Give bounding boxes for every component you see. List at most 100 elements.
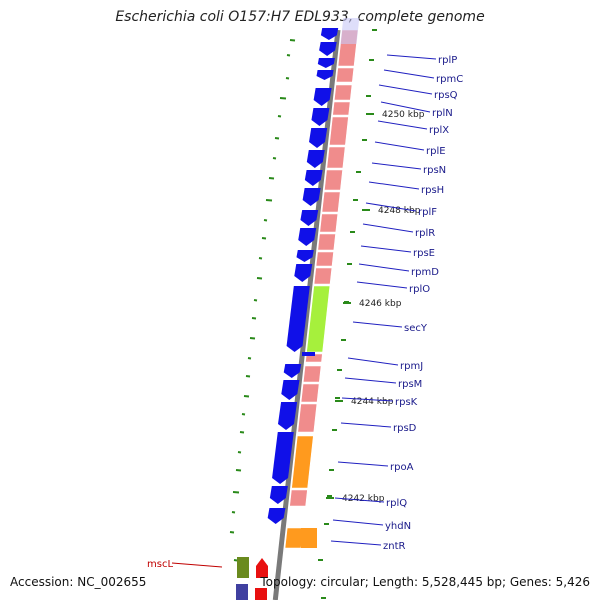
gene-labels: rplP rpmC rpsQ rplN rplX rplE rpsN rpsH rplF rplR… [330, 54, 463, 552]
gc-tick [253, 299, 258, 302]
topology-summary: Topology: circular; Length: 5,528,445 bp… [260, 575, 590, 589]
feature-block [255, 588, 267, 600]
feature-segment [326, 146, 346, 169]
cds-arrow [281, 380, 300, 400]
label-leader [341, 397, 394, 402]
cds-arrow [272, 432, 294, 484]
label-leader [334, 497, 385, 503]
feature-segment [300, 383, 320, 403]
feature-segment [319, 213, 339, 233]
gene-label-secY: secY [404, 323, 428, 334]
feature-segment [335, 67, 355, 83]
gene-label-yhdN: yhdN [385, 521, 411, 532]
gc-tick [274, 137, 280, 140]
label-leader [171, 562, 223, 568]
map-title: Escherichia coli O157:H7 EDL933, complet… [115, 9, 485, 25]
feature-segment [302, 365, 322, 383]
gene-label-rpmJ: rpmJ [400, 361, 423, 372]
cds-arrow [267, 508, 286, 524]
gc-tick [256, 277, 263, 280]
feature-segment [333, 84, 353, 101]
label-leader [371, 162, 422, 170]
feature-segment [297, 403, 318, 433]
cds-arrow [316, 70, 334, 80]
gc-tick [229, 531, 235, 534]
gene-label-mscL: mscL [147, 559, 173, 570]
gc-tick [268, 177, 275, 180]
gc-tick [247, 357, 252, 360]
feature-segment [324, 169, 343, 191]
label-leader [365, 202, 417, 212]
feature-segment [289, 489, 308, 507]
scale-label: 4248 kbp [378, 206, 421, 216]
gene-label-rpsE: rpsE [413, 248, 435, 259]
gene-label-rplP: rplP [438, 55, 457, 66]
feature-block [236, 584, 248, 600]
feature-segment [306, 285, 331, 353]
gc-tick [232, 491, 240, 494]
cds-arrow [320, 28, 339, 40]
scale-label: 4250 kbp [382, 110, 425, 120]
gene-label-rplR: rplR [415, 228, 435, 239]
cds-track [267, 28, 339, 524]
gene-label-rplO: rplO [409, 284, 430, 295]
scale-label: 4242 kbp [342, 494, 385, 504]
cds-arrow [317, 58, 335, 68]
gc-tick [231, 511, 236, 514]
label-leader [378, 84, 433, 95]
cds-arrow [319, 42, 337, 56]
feature-segment [329, 116, 349, 146]
gene-label-zntR: zntR [383, 541, 406, 552]
gene-label-rpsN: rpsN [423, 165, 446, 176]
label-leader [356, 281, 408, 289]
label-leader [330, 540, 382, 546]
feature-track [284, 18, 360, 549]
label-leader [344, 377, 397, 384]
gc-tick [285, 77, 290, 80]
scale-ticks: 4250 kbp 4248 kbp 4246 kbp 4244 kbp 4242 kbp [326, 110, 425, 504]
cds-arrow [300, 210, 319, 226]
label-leader [383, 69, 435, 79]
label-leader [337, 461, 389, 467]
feature-block [301, 528, 317, 548]
label-leader [352, 321, 403, 328]
gc-tick [237, 451, 242, 454]
gc-tick [277, 115, 282, 118]
gene-label-rplX: rplX [429, 125, 449, 136]
cds-arrow [313, 88, 332, 106]
gc-tick [243, 395, 250, 398]
label-leader [347, 357, 399, 366]
cds-arrow [311, 108, 330, 126]
gene-label-rplQ: rplQ [386, 498, 407, 509]
feature-segment [321, 191, 341, 213]
feature-segment [291, 435, 314, 489]
cds-arrow [283, 364, 302, 378]
scale-label: 4246 kbp [359, 299, 402, 309]
gene-label-rpmD: rpmD [411, 267, 439, 278]
label-leader [386, 54, 437, 60]
gc-tick [272, 157, 277, 160]
feature-segment [332, 101, 351, 116]
label-leader [374, 141, 425, 151]
accession-label: Accession: NC_002655 [10, 575, 147, 589]
gc-tick [245, 375, 251, 378]
cds-arrow [302, 188, 321, 206]
gene-label-rpsM: rpsM [398, 379, 422, 390]
gc-tick [241, 413, 246, 416]
scale-label: 4244 kbp [351, 397, 394, 407]
gc-tick [258, 257, 263, 260]
label-leader [340, 422, 392, 428]
cds-arrow [302, 352, 315, 356]
gc-tick [261, 237, 267, 240]
label-leader [332, 519, 384, 526]
label-leader [368, 181, 420, 190]
gene-label-rplF: rplF [418, 207, 437, 218]
feature-segment [315, 251, 334, 267]
cds-arrow [304, 170, 323, 186]
feature-segment [340, 18, 360, 44]
gc-tick [263, 219, 268, 222]
label-leader [362, 223, 414, 233]
cds-arrow [306, 150, 325, 168]
gene-label-rpsD: rpsD [393, 423, 417, 434]
label-leader [380, 101, 431, 113]
